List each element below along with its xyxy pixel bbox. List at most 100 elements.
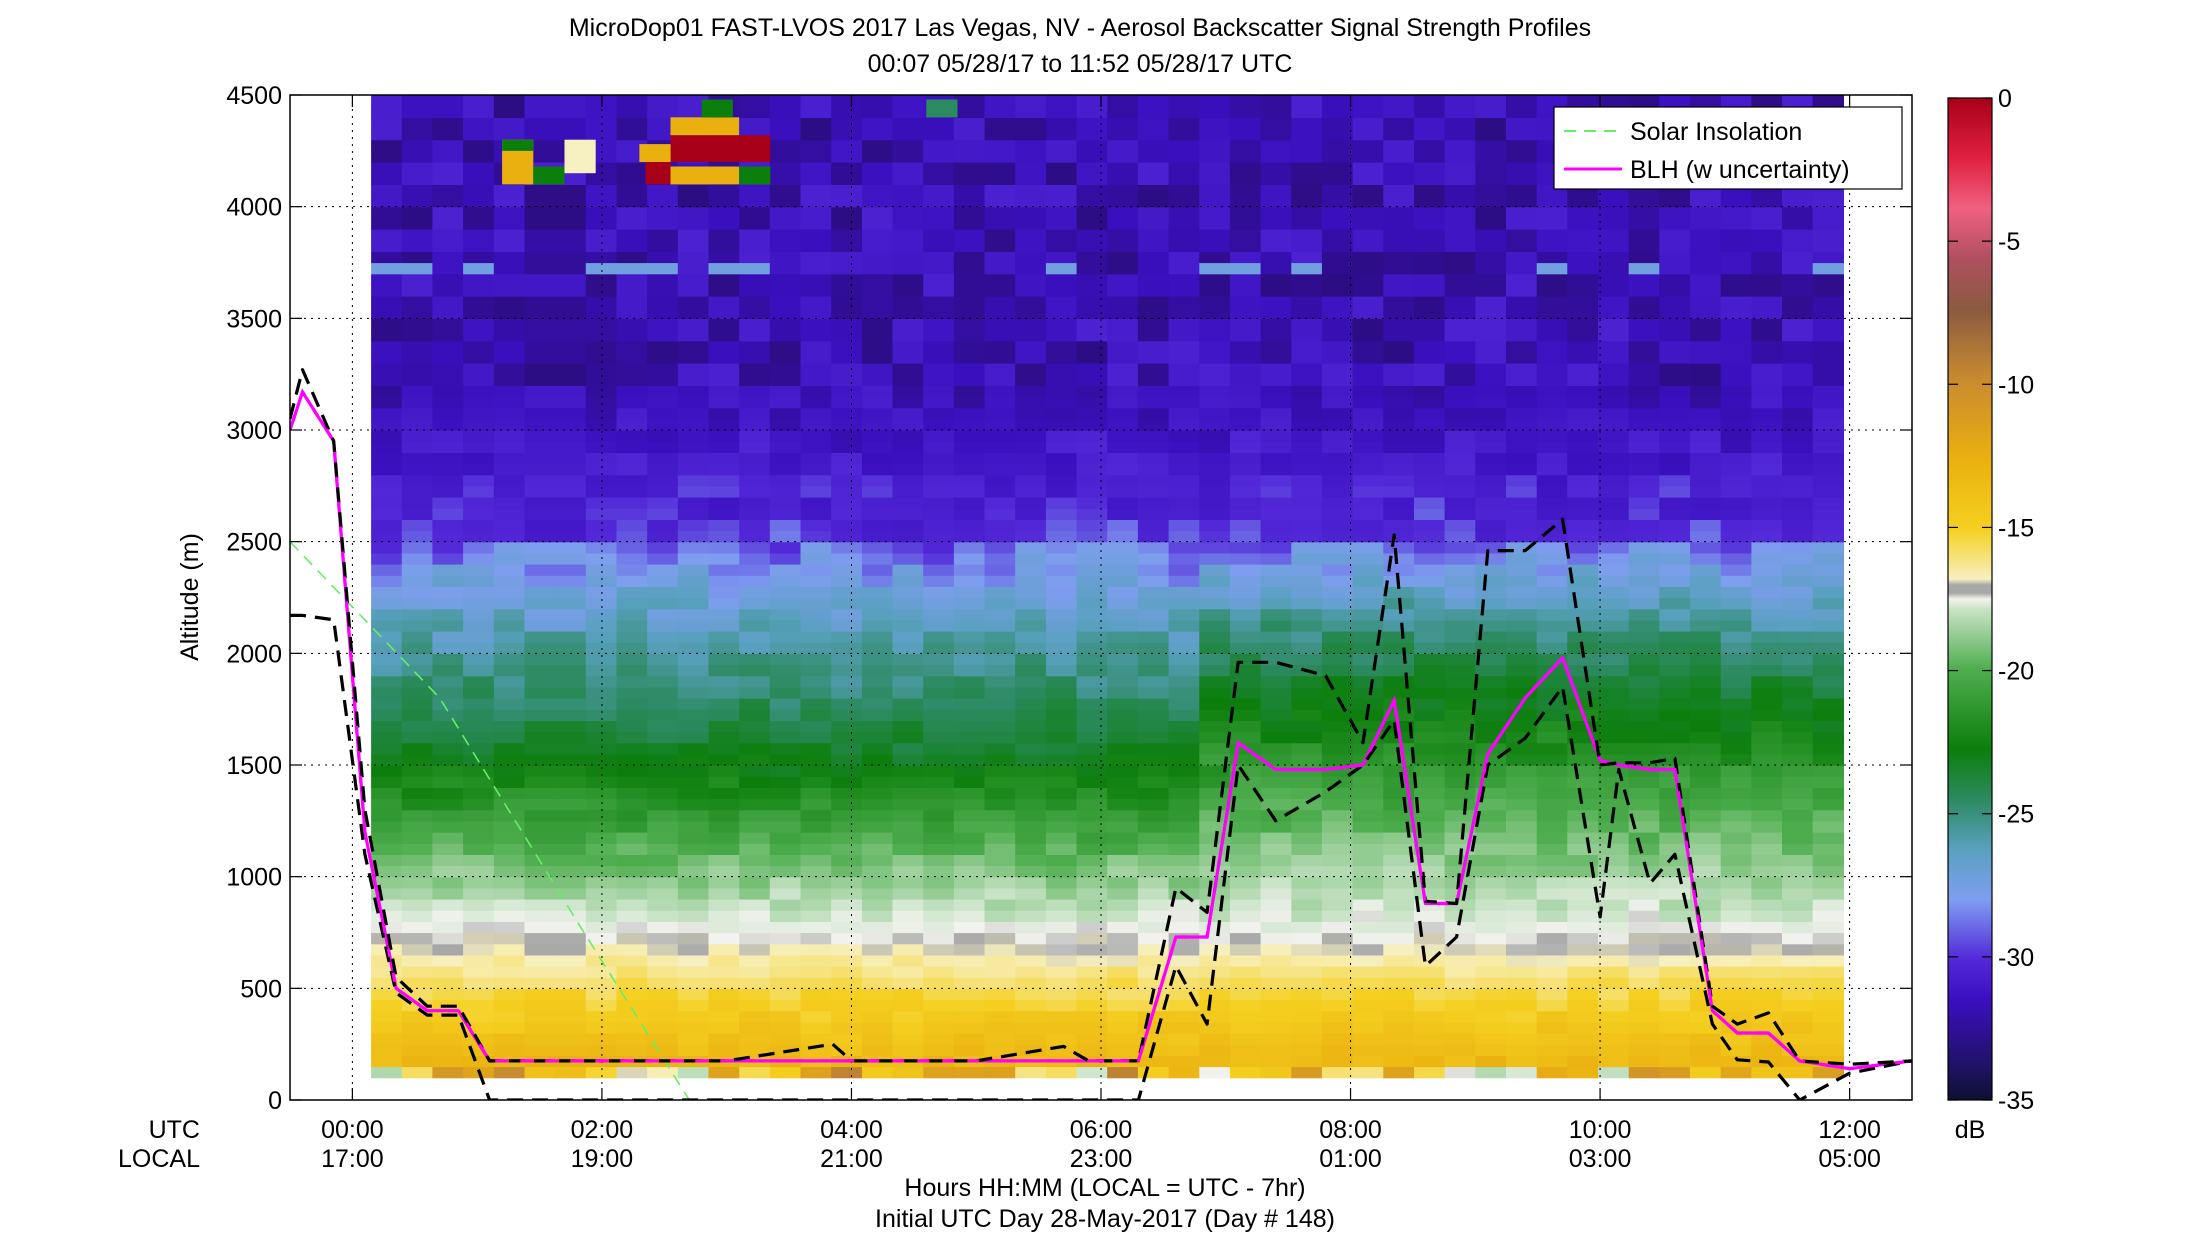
heatmap-cell [831, 162, 863, 174]
heatmap-cell [923, 162, 955, 174]
heatmap-cell [616, 575, 648, 587]
y-tick-label: 0 [268, 1087, 282, 1115]
heatmap-cell [493, 742, 526, 755]
heatmap-cell [1506, 363, 1538, 375]
heatmap-cell [739, 854, 771, 867]
heatmap-cell [708, 564, 740, 576]
heatmap-cell [892, 530, 924, 543]
heatmap-cell [1782, 977, 1814, 989]
heatmap-cell [1107, 765, 1139, 777]
heatmap-cell [1506, 217, 1538, 230]
heatmap-cell [463, 899, 495, 911]
heatmap-cell [769, 229, 802, 241]
heatmap-cell [1199, 787, 1231, 800]
heatmap-cell [1229, 631, 1262, 643]
heatmap-cell [463, 296, 495, 308]
heatmap-cell [1076, 396, 1108, 409]
heatmap-cell [831, 463, 863, 476]
heatmap-cell [1321, 173, 1354, 185]
heatmap-cell [861, 820, 894, 833]
heatmap-cell [493, 1021, 526, 1034]
heatmap-cell [1812, 206, 1844, 219]
heatmap-cell [555, 564, 587, 576]
heatmap-cell [371, 217, 403, 230]
heatmap-cell [585, 809, 618, 822]
heatmap-cell [463, 508, 495, 520]
heatmap-cell [1107, 173, 1139, 185]
heatmap-cell [1567, 206, 1599, 219]
heatmap-cell [953, 441, 986, 453]
heatmap-cell [401, 820, 434, 833]
heatmap-cell [555, 508, 587, 520]
heatmap-cell [1567, 832, 1599, 844]
heatmap-cell [1137, 530, 1170, 543]
heatmap-cell [1015, 273, 1047, 286]
heatmap-cell [923, 653, 955, 666]
heatmap-cell [1536, 854, 1568, 867]
heatmap-cell [1260, 530, 1292, 543]
heatmap-cell [1812, 1055, 1844, 1068]
heatmap-cell [1352, 954, 1384, 967]
heatmap-cell [1076, 932, 1108, 945]
heatmap-cell [1506, 921, 1538, 934]
heatmap-cell [739, 363, 771, 375]
heatmap-cell [923, 753, 955, 766]
heatmap-cell [1475, 586, 1507, 599]
heatmap-cell [1782, 664, 1814, 677]
heatmap-cell [1015, 809, 1047, 822]
heatmap-cell [1414, 1066, 1446, 1079]
heatmap-cell [1291, 195, 1323, 208]
heatmap-cell [493, 642, 526, 654]
heatmap-cell [1260, 820, 1292, 833]
heatmap-cell [585, 150, 618, 163]
heatmap-cell [861, 162, 894, 174]
heatmap-cell [647, 340, 679, 353]
legend-box [1553, 106, 1903, 190]
heatmap-cell [401, 463, 434, 476]
heatmap-cell [800, 843, 832, 855]
heatmap-cell [1321, 943, 1354, 956]
heatmap-cell [1720, 608, 1752, 621]
heatmap-cell [1229, 184, 1262, 197]
heatmap-cell [616, 731, 648, 744]
heatmap-cell [1015, 351, 1047, 364]
heatmap-cell [1076, 217, 1108, 230]
heatmap-cell [1444, 217, 1476, 230]
heatmap-cell [1751, 798, 1783, 811]
heatmap-cell [1229, 95, 1262, 107]
heatmap-cell [1045, 340, 1078, 353]
heatmap-cell [677, 686, 710, 699]
heatmap-cell [1076, 552, 1108, 565]
heatmap-patch [639, 144, 671, 162]
heatmap-cell [1199, 530, 1231, 543]
heatmap-cell [1107, 262, 1139, 275]
heatmap-cell [677, 642, 710, 654]
heatmap-cell [1690, 229, 1722, 241]
heatmap-cell [984, 552, 1016, 565]
heatmap-cell [1137, 1021, 1170, 1034]
heatmap-cell [1536, 865, 1568, 878]
heatmap-cell [1475, 876, 1507, 889]
heatmap-cell [555, 385, 587, 398]
heatmap-cell [923, 374, 955, 386]
heatmap-cell [647, 195, 679, 208]
heatmap-cell [1321, 865, 1354, 878]
heatmap-cell [1076, 463, 1108, 476]
heatmap-cell [1137, 742, 1170, 755]
heatmap-cell [1690, 977, 1722, 989]
heatmap-cell [555, 463, 587, 476]
heatmap-cell [892, 418, 924, 431]
heatmap-cell [432, 798, 464, 811]
heatmap-cell [1352, 608, 1384, 621]
heatmap-cell [1751, 820, 1783, 833]
heatmap-cell [1107, 876, 1139, 889]
heatmap-cell [923, 452, 955, 465]
heatmap-cell [892, 329, 924, 342]
heatmap-cell [585, 1044, 618, 1056]
heatmap-cell [708, 999, 740, 1012]
heatmap-cell [831, 117, 863, 130]
heatmap-cell [1015, 217, 1047, 230]
heatmap-cell [1260, 843, 1292, 855]
heatmap-cell [401, 162, 434, 174]
y-tick-label: 4000 [226, 194, 282, 222]
